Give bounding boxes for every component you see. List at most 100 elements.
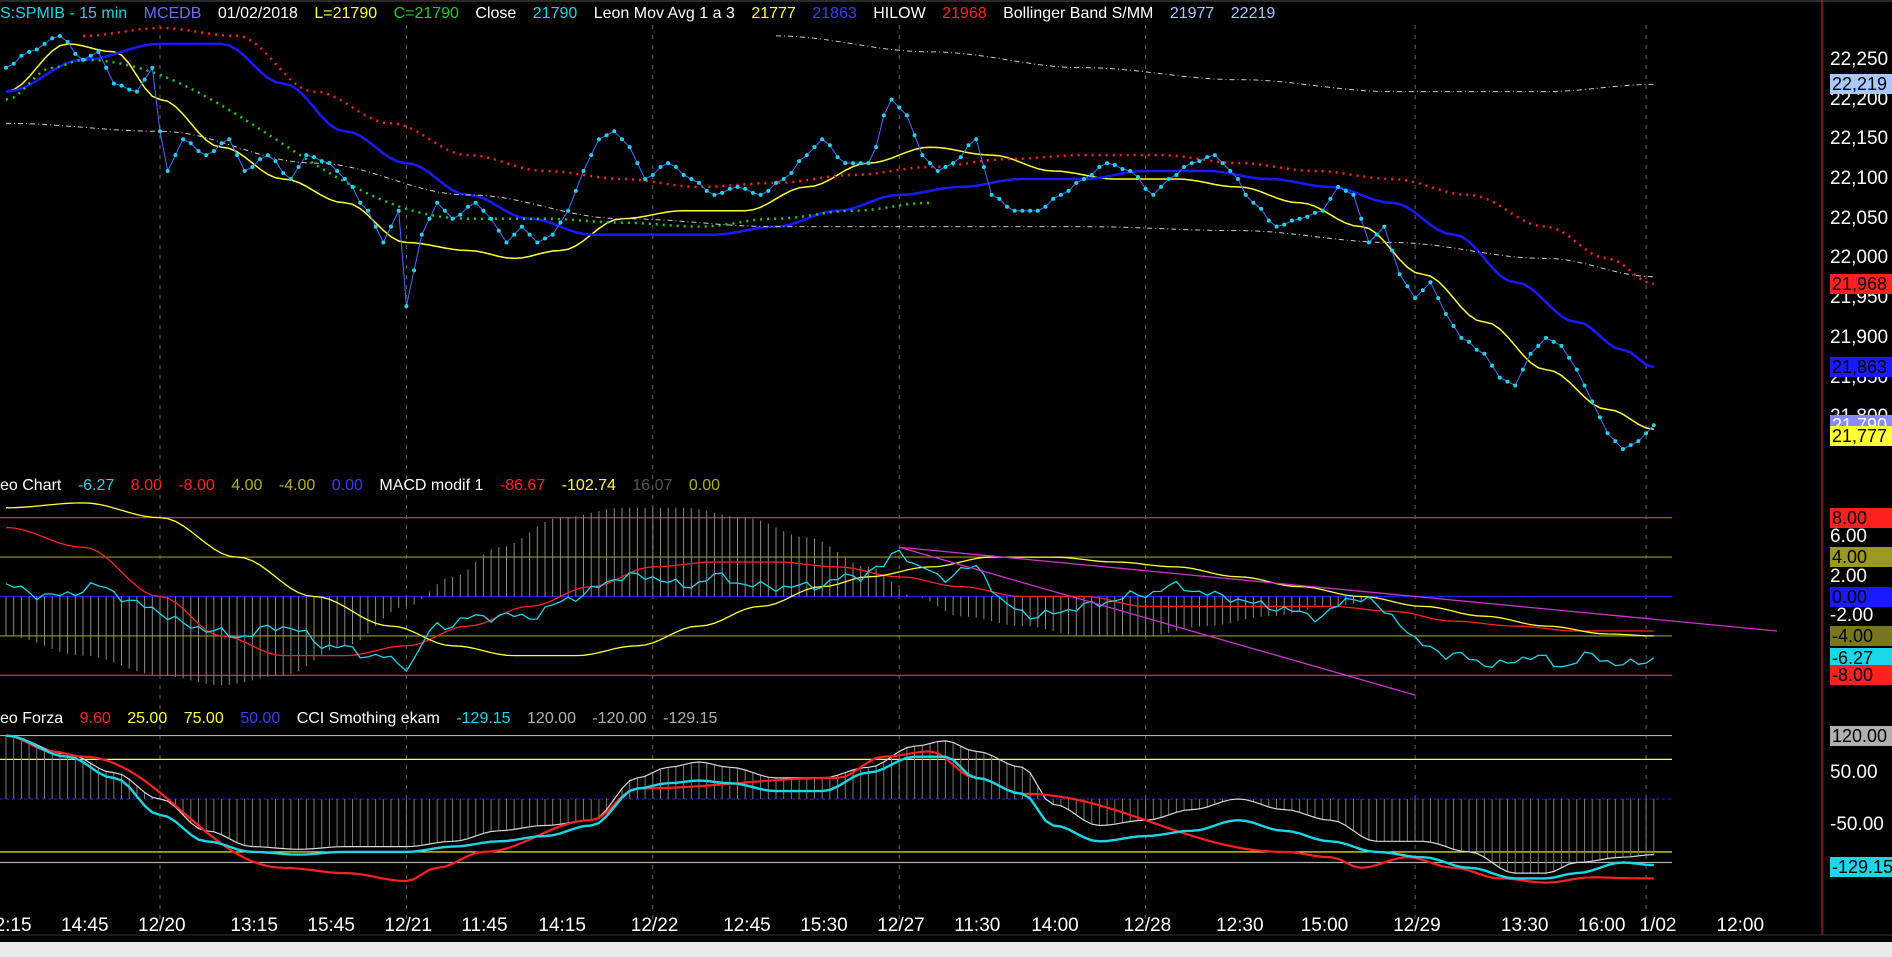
- close-point: [1305, 214, 1310, 219]
- close-point: [27, 49, 32, 54]
- close-point: [1451, 323, 1456, 328]
- price-y-tick-label: 22,100: [1830, 167, 1889, 189]
- x-tick-label: 12:15: [0, 915, 32, 936]
- bollinger-upper-line: [775, 35, 1654, 93]
- leo-chart-value-5: -4.00: [278, 477, 316, 494]
- close-point: [527, 232, 532, 237]
- close-point: [951, 161, 956, 166]
- cci-red-line: [5, 734, 1654, 884]
- close-point: [281, 171, 286, 176]
- close-point: [1135, 174, 1140, 179]
- close-point: [1320, 208, 1325, 213]
- close-point: [512, 232, 517, 237]
- close-point: [1636, 439, 1641, 444]
- close-point: [312, 155, 316, 160]
- close-point: [797, 159, 802, 164]
- close-point: [958, 155, 963, 160]
- hilow-value: 21968: [942, 5, 987, 22]
- close-point: [127, 87, 132, 92]
- close-point: [504, 240, 509, 245]
- close-point: [1520, 367, 1525, 372]
- macd-value-3: 16.07: [632, 477, 673, 494]
- x-tick-label: 13:15: [230, 915, 278, 936]
- leon-fast-line: [5, 43, 1654, 430]
- close-point: [188, 141, 193, 146]
- close-point: [1035, 208, 1040, 213]
- symbol-label[interactable]: S:SPMIB - 15 min: [0, 5, 128, 22]
- cci-value-4: -129.15: [663, 710, 718, 727]
- macd-value-tag: 0.00: [1830, 586, 1892, 607]
- close-point: [1374, 232, 1379, 237]
- macd-cyan-line: [5, 549, 1655, 672]
- close-point: [1390, 248, 1394, 253]
- close-point: [1351, 192, 1356, 197]
- close-point: [781, 176, 786, 181]
- macd-value-tag: 8.00: [1830, 507, 1892, 528]
- close-point: [1482, 351, 1487, 356]
- close-point: [1143, 186, 1148, 191]
- close-point: [204, 153, 209, 158]
- price-y-tick-label: 21,900: [1830, 326, 1889, 348]
- close-point: [750, 190, 755, 195]
- close-point: [1536, 343, 1541, 348]
- price-value-tag: 22,219: [1830, 74, 1892, 95]
- close-point: [1397, 272, 1402, 277]
- close-point: [1220, 161, 1225, 166]
- close-point: [196, 149, 201, 154]
- close-point: [1159, 184, 1163, 189]
- x-tick-label: 14:45: [61, 915, 109, 936]
- close-point: [1274, 224, 1279, 229]
- mov-avg-label: Leon Mov Avg 1 a 3: [593, 5, 735, 22]
- close-point: [1297, 216, 1302, 221]
- close-point: [1236, 176, 1240, 181]
- low-label: L=21790: [314, 5, 378, 22]
- close-point: [65, 39, 70, 44]
- close-point: [150, 65, 155, 70]
- bollinger-label: Bollinger Band S/MM: [1003, 5, 1154, 22]
- close-point: [458, 212, 463, 217]
- hilow-label: HILOW: [873, 5, 926, 22]
- close-point: [1166, 176, 1171, 181]
- x-tick-label: 12/29: [1393, 915, 1441, 936]
- macd-y-tick-label: 2.00: [1830, 565, 1867, 587]
- macd-y-tick-label: -2.00: [1830, 605, 1874, 627]
- close-point: [412, 268, 417, 273]
- macd-header: eo Chart -6.27 8.00 -8.00 4.00 -4.00 0.0…: [0, 477, 732, 495]
- close-point: [1128, 169, 1133, 174]
- close-point: [1413, 296, 1418, 301]
- price-y-tick-label: 22,150: [1830, 128, 1889, 150]
- close-point: [258, 157, 263, 162]
- close-point: [342, 176, 347, 181]
- close-point: [265, 153, 270, 158]
- close-point: [943, 165, 948, 170]
- close-point: [897, 105, 902, 110]
- close-point: [1366, 240, 1371, 245]
- mov-avg-value-2: 21863: [812, 5, 857, 22]
- close-point: [774, 180, 778, 185]
- close-point: [119, 83, 124, 88]
- close-point: [4, 65, 8, 70]
- close-point: [496, 228, 501, 233]
- leo-forza-value-2: 25.00: [127, 710, 168, 727]
- close-point: [804, 153, 809, 158]
- close-point: [704, 188, 709, 193]
- leo-chart-value-4: 4.00: [231, 477, 263, 494]
- close-point: [304, 153, 309, 158]
- close-point: [442, 208, 447, 213]
- close-point: [989, 192, 994, 197]
- close-point: [1228, 169, 1233, 174]
- close-point: [827, 143, 832, 148]
- close-point: [889, 97, 894, 102]
- close-point: [974, 137, 979, 142]
- leo-forza-value-3: 75.00: [183, 710, 224, 727]
- price-y-tick-label: 22,000: [1830, 247, 1889, 269]
- bollinger-value-2: 22219: [1230, 5, 1276, 22]
- close-point: [111, 81, 116, 86]
- close-point: [11, 61, 16, 66]
- x-tick-label: 15:30: [800, 915, 848, 936]
- close-point: [327, 161, 332, 166]
- macd-yellow-line: [5, 502, 1654, 657]
- x-tick-label: 12/22: [630, 915, 679, 936]
- close-point: [743, 186, 748, 191]
- x-tick-label: 11:45: [461, 915, 508, 936]
